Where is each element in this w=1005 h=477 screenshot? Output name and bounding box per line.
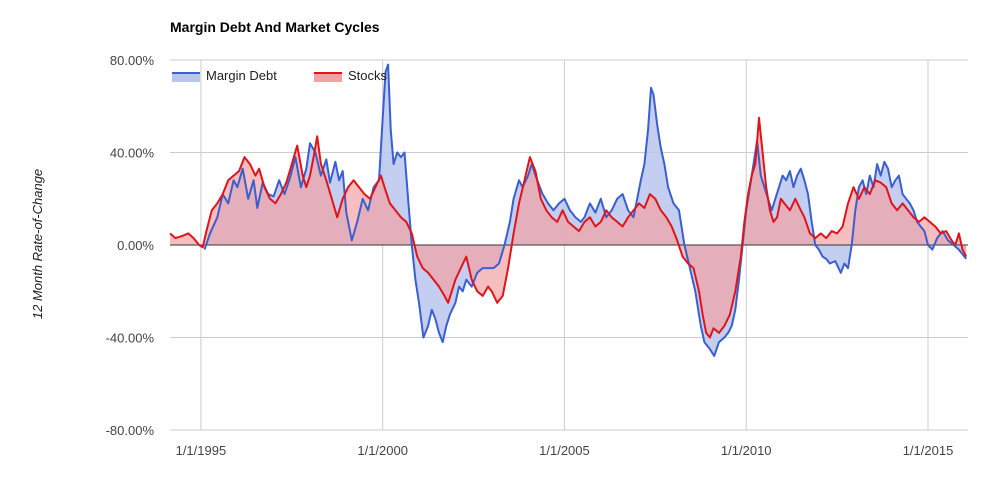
y-tick-label: 40.00% [110, 146, 155, 161]
x-axis-ticks: 1/1/1995 1/1/2000 1/1/2005 1/1/2010 1/1/2015 [176, 443, 954, 458]
legend-swatch [172, 73, 200, 82]
legend-item-margin-debt[interactable]: Margin Debt [172, 68, 277, 83]
chart-title: Margin Debt And Market Cycles [170, 19, 380, 35]
series-areas [170, 64, 967, 356]
stocks-area [170, 117, 967, 338]
legend-item-stocks[interactable]: Stocks [314, 68, 388, 83]
x-tick-label: 1/1/2005 [539, 443, 590, 458]
legend-swatch [314, 73, 342, 82]
x-tick-label: 1/1/2000 [357, 443, 408, 458]
legend-label: Stocks [348, 68, 388, 83]
y-tick-label: 0.00% [117, 238, 154, 253]
x-tick-label: 1/1/1995 [176, 443, 227, 458]
margin-debt-line [203, 63, 967, 357]
y-axis-label: 12 Month Rate-of-Change [30, 169, 45, 319]
x-tick-label: 1/1/2010 [721, 443, 772, 458]
legend[interactable]: Margin Debt Stocks [172, 68, 388, 83]
y-axis-ticks: 80.00% 40.00% 0.00% -40.00% -80.00% [106, 53, 155, 438]
y-tick-label: 80.00% [110, 53, 155, 68]
legend-label: Margin Debt [206, 68, 277, 83]
x-tick-label: 1/1/2015 [903, 443, 954, 458]
series-lines [169, 63, 968, 357]
y-tick-label: -40.00% [106, 331, 155, 346]
y-tick-label: -80.00% [106, 423, 155, 438]
stocks-line [169, 116, 968, 339]
